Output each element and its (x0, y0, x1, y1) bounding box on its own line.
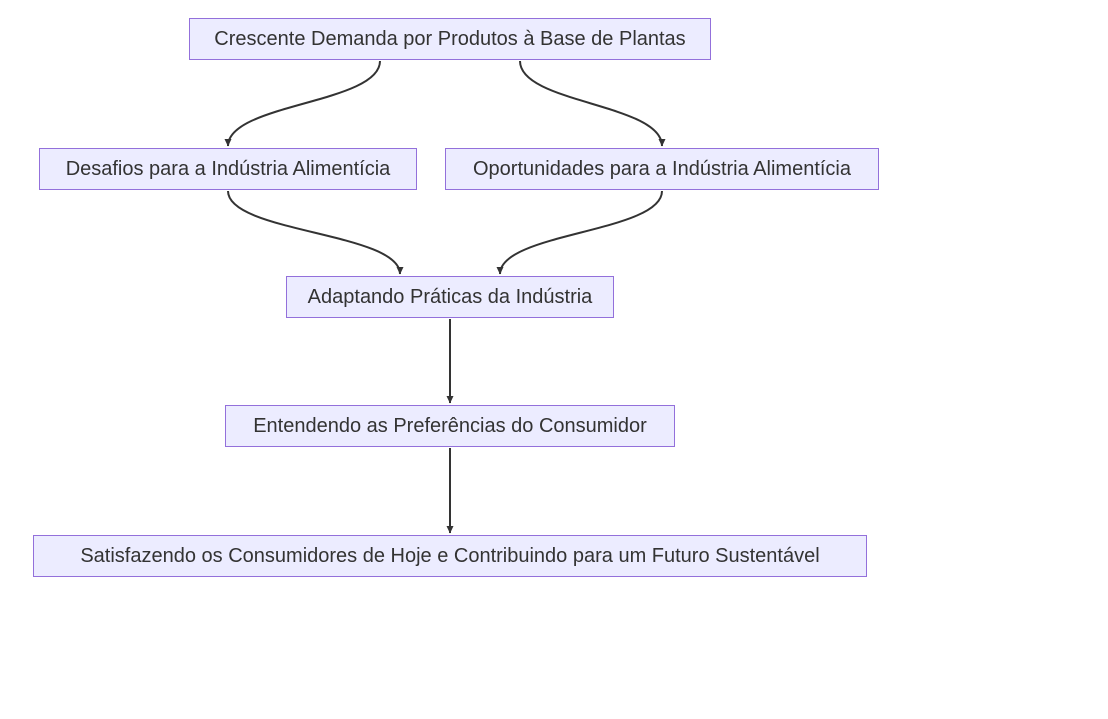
node-label: Oportunidades para a Indústria Alimentíc… (473, 158, 851, 181)
flowchart-container: Crescente Demanda por Produtos à Base de… (0, 0, 1108, 719)
node-label: Satisfazendo os Consumidores de Hoje e C… (80, 545, 819, 568)
edges-layer (0, 0, 1108, 719)
node-label: Desafios para a Indústria Alimentícia (66, 158, 391, 181)
edge-top-to-right (520, 61, 662, 146)
edge-right-to-adapt (500, 191, 662, 274)
edge-top-to-left (228, 61, 380, 146)
node-satisfy: Satisfazendo os Consumidores de Hoje e C… (33, 535, 867, 577)
edge-left-to-adapt (228, 191, 400, 274)
node-right: Oportunidades para a Indústria Alimentíc… (445, 148, 879, 190)
node-label: Entendendo as Preferências do Consumidor (253, 415, 647, 438)
node-label: Adaptando Práticas da Indústria (308, 286, 593, 309)
node-top: Crescente Demanda por Produtos à Base de… (189, 18, 711, 60)
node-label: Crescente Demanda por Produtos à Base de… (214, 28, 685, 51)
node-adapt: Adaptando Práticas da Indústria (286, 276, 614, 318)
node-left: Desafios para a Indústria Alimentícia (39, 148, 417, 190)
node-understand: Entendendo as Preferências do Consumidor (225, 405, 675, 447)
